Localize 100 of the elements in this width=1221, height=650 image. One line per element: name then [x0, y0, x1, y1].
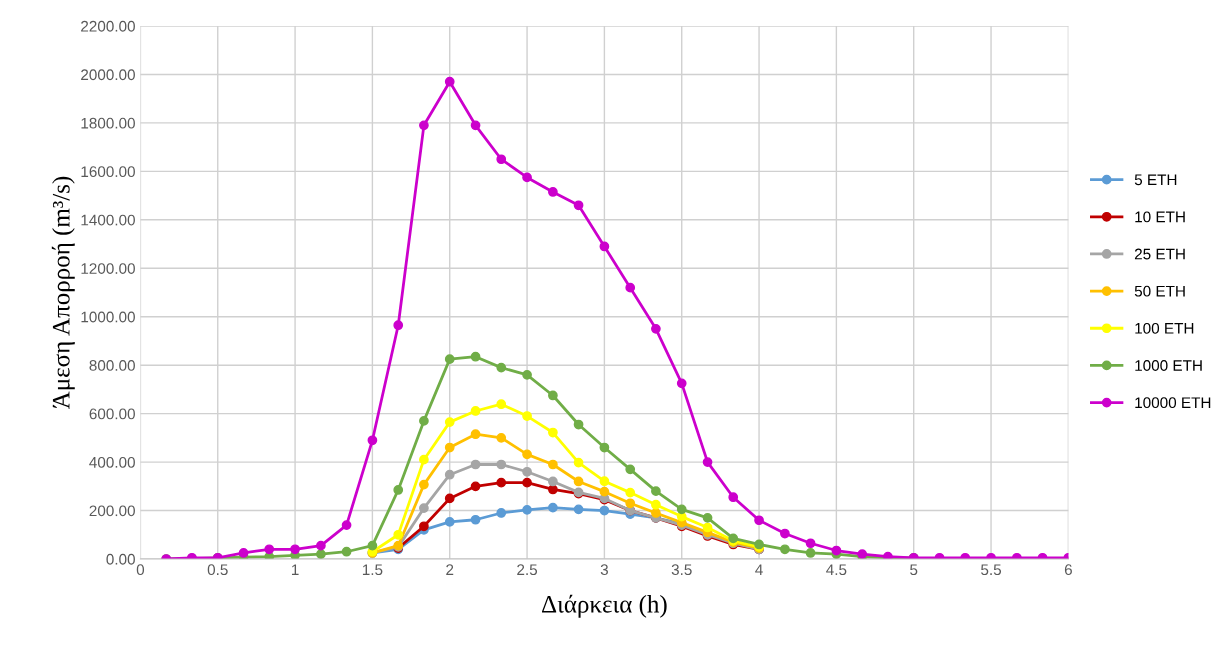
- point: [522, 504, 532, 515]
- point: [522, 411, 532, 421]
- point: [548, 459, 558, 470]
- y-tick-label: 1200.00: [81, 263, 135, 274]
- legend-label: 25 ETH: [1134, 248, 1185, 260]
- point: [573, 200, 584, 211]
- point: [238, 548, 249, 558]
- point: [548, 484, 558, 495]
- point: [393, 320, 404, 331]
- point: [651, 323, 661, 334]
- point: [470, 120, 481, 131]
- point: [496, 362, 507, 373]
- point: [651, 486, 661, 497]
- point: [496, 399, 507, 410]
- x-tick-label: 5.5: [981, 564, 1002, 576]
- x-tick-label: 4.5: [826, 564, 847, 576]
- point: [599, 505, 610, 516]
- point: [496, 459, 507, 470]
- point: [625, 282, 636, 293]
- point: [444, 493, 455, 504]
- point: [522, 449, 532, 460]
- point: [676, 378, 687, 389]
- x-tick-label: 2.5: [517, 564, 538, 576]
- point: [548, 476, 558, 487]
- point: [419, 479, 429, 490]
- legend-label: 10000 ETH: [1135, 397, 1211, 409]
- point: [470, 459, 481, 470]
- x-tick-label: 0: [136, 564, 145, 576]
- point: [316, 549, 326, 559]
- point: [548, 427, 558, 438]
- point: [599, 476, 610, 487]
- x-tick-label: 2: [446, 564, 454, 575]
- point: [651, 508, 661, 518]
- x-axis-title: Διάρκεια (h): [542, 594, 667, 618]
- legend-label: 5 ETH: [1134, 174, 1177, 186]
- y-tick-label: 400.00: [89, 456, 135, 468]
- point: [444, 354, 455, 364]
- point: [676, 504, 687, 515]
- point: [599, 442, 610, 453]
- point: [548, 390, 558, 401]
- point: [548, 187, 558, 197]
- y-tick-label: 0.00: [106, 553, 135, 565]
- y-tick-label: 1000.00: [81, 311, 135, 323]
- point: [522, 172, 532, 183]
- point: [573, 504, 584, 515]
- point: [625, 487, 636, 498]
- point: [444, 469, 455, 480]
- y-tick-label: 2200.00: [81, 20, 135, 32]
- point: [573, 476, 584, 487]
- x-tick-label: 6: [1064, 564, 1072, 576]
- point: [264, 544, 275, 555]
- point: [599, 486, 610, 497]
- point: [702, 522, 713, 533]
- point: [341, 546, 352, 557]
- point: [548, 502, 558, 513]
- point: [522, 477, 532, 488]
- point: [419, 454, 429, 465]
- x-tick-label: 5: [910, 564, 918, 576]
- point: [444, 442, 455, 453]
- point: [290, 544, 300, 555]
- point: [522, 466, 532, 477]
- legend-label: 1000 ETH: [1135, 360, 1202, 371]
- point: [496, 154, 507, 165]
- y-tick-label: 1600.00: [81, 166, 135, 178]
- point: [367, 540, 378, 551]
- point: [522, 370, 532, 380]
- legend-label: 10 ETH: [1135, 211, 1185, 223]
- y-tick-label: 800.00: [89, 360, 135, 371]
- y-tick-label: 200.00: [89, 505, 135, 517]
- point: [470, 429, 481, 440]
- x-tick-label: 3: [600, 564, 608, 576]
- point: [316, 540, 326, 551]
- point: [470, 351, 481, 362]
- y-tick-label: 600.00: [89, 408, 135, 420]
- point: [419, 416, 429, 426]
- legend-label: 50 ETH: [1134, 285, 1185, 297]
- point: [805, 538, 816, 549]
- point: [367, 435, 378, 446]
- point: [496, 477, 507, 488]
- point: [444, 76, 455, 87]
- point: [599, 241, 610, 252]
- point: [728, 492, 739, 503]
- y-axis-title: Άμεση Απορροή (m³/s): [51, 176, 75, 410]
- point: [341, 520, 352, 530]
- y-tick-label: 2000.00: [81, 69, 135, 81]
- point: [470, 481, 481, 492]
- point: [496, 433, 507, 443]
- point: [702, 457, 713, 467]
- x-tick-label: 1.5: [362, 564, 383, 576]
- point: [780, 528, 790, 539]
- point: [444, 417, 455, 427]
- point: [496, 508, 507, 518]
- legend-label: 100 ETH: [1135, 322, 1194, 334]
- x-tick-label: 3.5: [671, 564, 692, 576]
- point: [419, 521, 429, 532]
- x-tick-label: 4: [755, 564, 763, 575]
- point: [393, 529, 404, 540]
- point: [651, 499, 661, 510]
- point: [393, 485, 404, 495]
- point: [780, 544, 790, 555]
